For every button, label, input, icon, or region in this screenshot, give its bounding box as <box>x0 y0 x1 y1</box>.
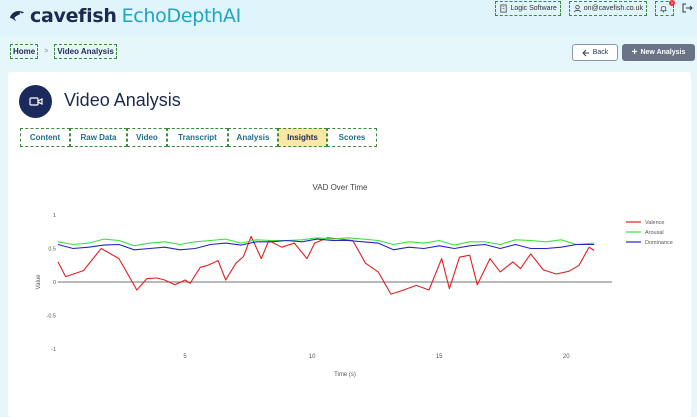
y-tick-label: 1 <box>53 213 56 219</box>
y-tick-label: -1 <box>51 347 56 353</box>
new-analysis-label: New Analysis <box>640 49 686 56</box>
user-menu-area: Logic Software on@cavefish.co.uk 1 <box>495 0 697 16</box>
tab-content[interactable]: Content <box>20 128 70 147</box>
breadcrumb: Home > Video Analysis <box>10 44 117 59</box>
building-icon <box>500 3 508 13</box>
tab-label: Insights <box>287 133 318 142</box>
video-camera-icon <box>19 85 52 118</box>
top-bar: cavefish EchoDepthAI Logic Software on@c… <box>0 0 697 36</box>
tab-label: Raw Data <box>80 133 117 142</box>
x-tick-label: 5 <box>183 354 187 360</box>
bell-icon <box>660 5 667 12</box>
brand-name: cavefish <box>30 5 117 27</box>
notification-badge: 1 <box>669 0 675 6</box>
breadcrumb-current[interactable]: Video Analysis <box>54 44 117 59</box>
tab-label: Video <box>136 133 158 142</box>
org-selector[interactable]: Logic Software <box>495 0 561 16</box>
tab-label: Scores <box>338 133 366 142</box>
breadcrumb-home[interactable]: Home <box>10 44 39 59</box>
logout-icon[interactable] <box>680 1 694 15</box>
tab-scores[interactable]: Scores <box>327 128 377 147</box>
legend-label-valence: Valence <box>645 220 664 226</box>
y-axis-label: Value <box>36 274 42 290</box>
tab-transcript[interactable]: Transcript <box>167 128 228 147</box>
x-tick-label: 20 <box>563 354 570 360</box>
x-axis-label: Time (s) <box>334 372 356 378</box>
new-analysis-button[interactable]: + New Analysis <box>622 44 695 61</box>
fish-logo-icon <box>9 11 25 22</box>
tab-label: Content <box>29 133 61 142</box>
legend-label-arousal: Arousal <box>645 230 664 236</box>
breadcrumb-separator: > <box>44 48 49 55</box>
series-line-arousal <box>57 237 595 247</box>
tab-label: Transcript <box>178 133 217 142</box>
legend-label-dominance: Dominance <box>645 240 673 246</box>
chart-title: VAD Over Time <box>313 183 369 192</box>
user-email: on@cavefish.co.uk <box>583 4 643 12</box>
series-line-dominance <box>57 238 595 251</box>
x-tick-label: 15 <box>436 354 443 360</box>
user-icon <box>573 4 581 12</box>
tab-label: Analysis <box>236 133 270 142</box>
notifications-button[interactable]: 1 <box>655 0 675 16</box>
arrow-left-icon <box>582 49 589 56</box>
tab-analysis[interactable]: Analysis <box>228 128 278 147</box>
y-tick-label: -0.5 <box>47 314 56 320</box>
back-button[interactable]: Back <box>572 44 618 61</box>
back-button-label: Back <box>592 49 609 56</box>
org-name: Logic Software <box>510 4 557 12</box>
user-account[interactable]: on@cavefish.co.uk <box>568 0 647 16</box>
tab-bar: Content Raw Data Video Transcript Analys… <box>20 128 377 147</box>
brand-logo[interactable]: cavefish EchoDepthAI <box>8 5 241 27</box>
page-title: Video Analysis <box>64 90 181 110</box>
plus-icon: + <box>631 46 638 58</box>
y-tick-label: 0.5 <box>48 247 56 253</box>
product-name: EchoDepthAI <box>121 5 242 27</box>
y-tick-label: 0 <box>53 280 56 286</box>
tab-insights[interactable]: Insights <box>278 128 327 147</box>
tab-video[interactable]: Video <box>127 128 167 147</box>
series-line-valence <box>57 235 595 295</box>
tab-raw-data[interactable]: Raw Data <box>70 128 127 147</box>
x-tick-label: 10 <box>309 354 316 360</box>
